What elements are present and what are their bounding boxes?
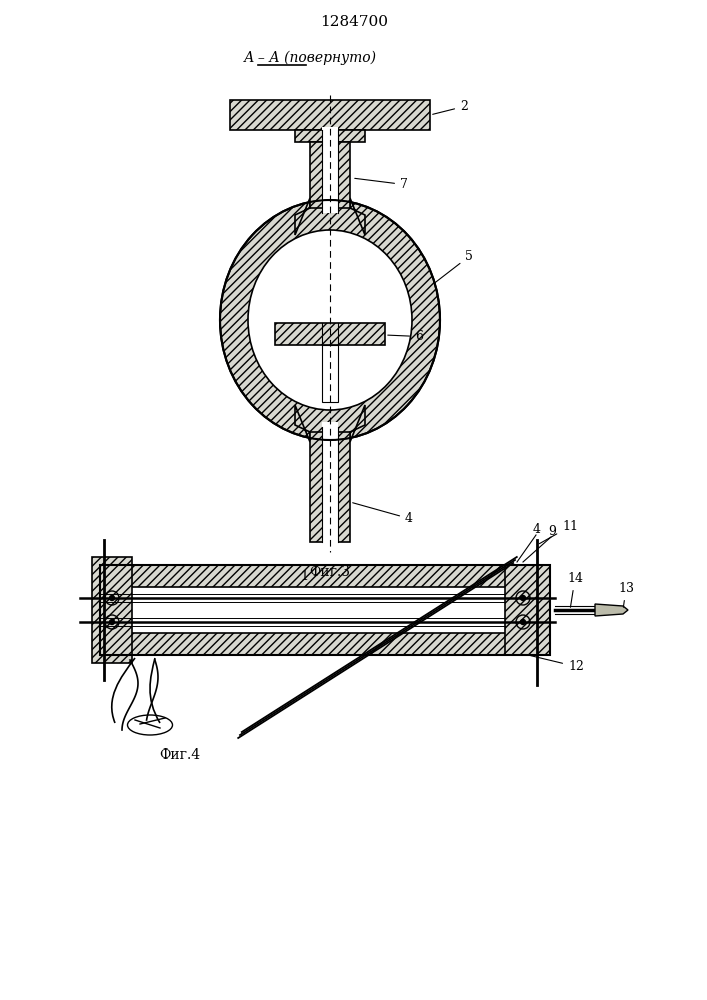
Ellipse shape	[248, 230, 412, 410]
Text: 1: 1	[300, 570, 308, 583]
Bar	[310, 432, 350, 542]
Circle shape	[520, 595, 525, 600]
Bar	[275, 323, 385, 345]
Ellipse shape	[127, 715, 173, 735]
Text: 7: 7	[355, 178, 408, 191]
Text: 5: 5	[434, 250, 473, 283]
Text: 2: 2	[433, 100, 468, 114]
Bar	[310, 142, 350, 208]
Polygon shape	[295, 405, 310, 442]
Bar	[132, 587, 505, 633]
Bar	[505, 565, 550, 655]
Circle shape	[110, 595, 115, 600]
Circle shape	[110, 619, 115, 624]
Polygon shape	[350, 405, 365, 442]
Polygon shape	[595, 604, 628, 616]
Bar	[322, 345, 338, 402]
Bar	[322, 127, 338, 213]
Bar	[295, 130, 365, 142]
Polygon shape	[295, 198, 310, 235]
Text: Фиг.4: Фиг.4	[160, 748, 201, 762]
Text: 11: 11	[539, 520, 578, 544]
Text: 13: 13	[618, 582, 634, 607]
Bar	[322, 422, 338, 547]
Bar	[92, 557, 132, 663]
Bar	[230, 100, 430, 130]
Polygon shape	[350, 198, 365, 235]
Bar	[100, 565, 550, 587]
Text: Фиг.3: Фиг.3	[310, 565, 351, 579]
Text: 4: 4	[353, 503, 413, 525]
Text: А – А (повернуто): А – А (повернуто)	[243, 51, 377, 65]
Bar	[100, 633, 550, 655]
Text: 4: 4	[533, 523, 541, 536]
Text: 9: 9	[548, 525, 556, 538]
Text: 12: 12	[531, 656, 584, 673]
Circle shape	[520, 619, 525, 624]
Text: 14: 14	[567, 572, 583, 607]
Ellipse shape	[220, 200, 440, 440]
Text: 6: 6	[387, 330, 423, 343]
Bar	[100, 565, 550, 655]
Text: 1284700: 1284700	[320, 15, 388, 29]
